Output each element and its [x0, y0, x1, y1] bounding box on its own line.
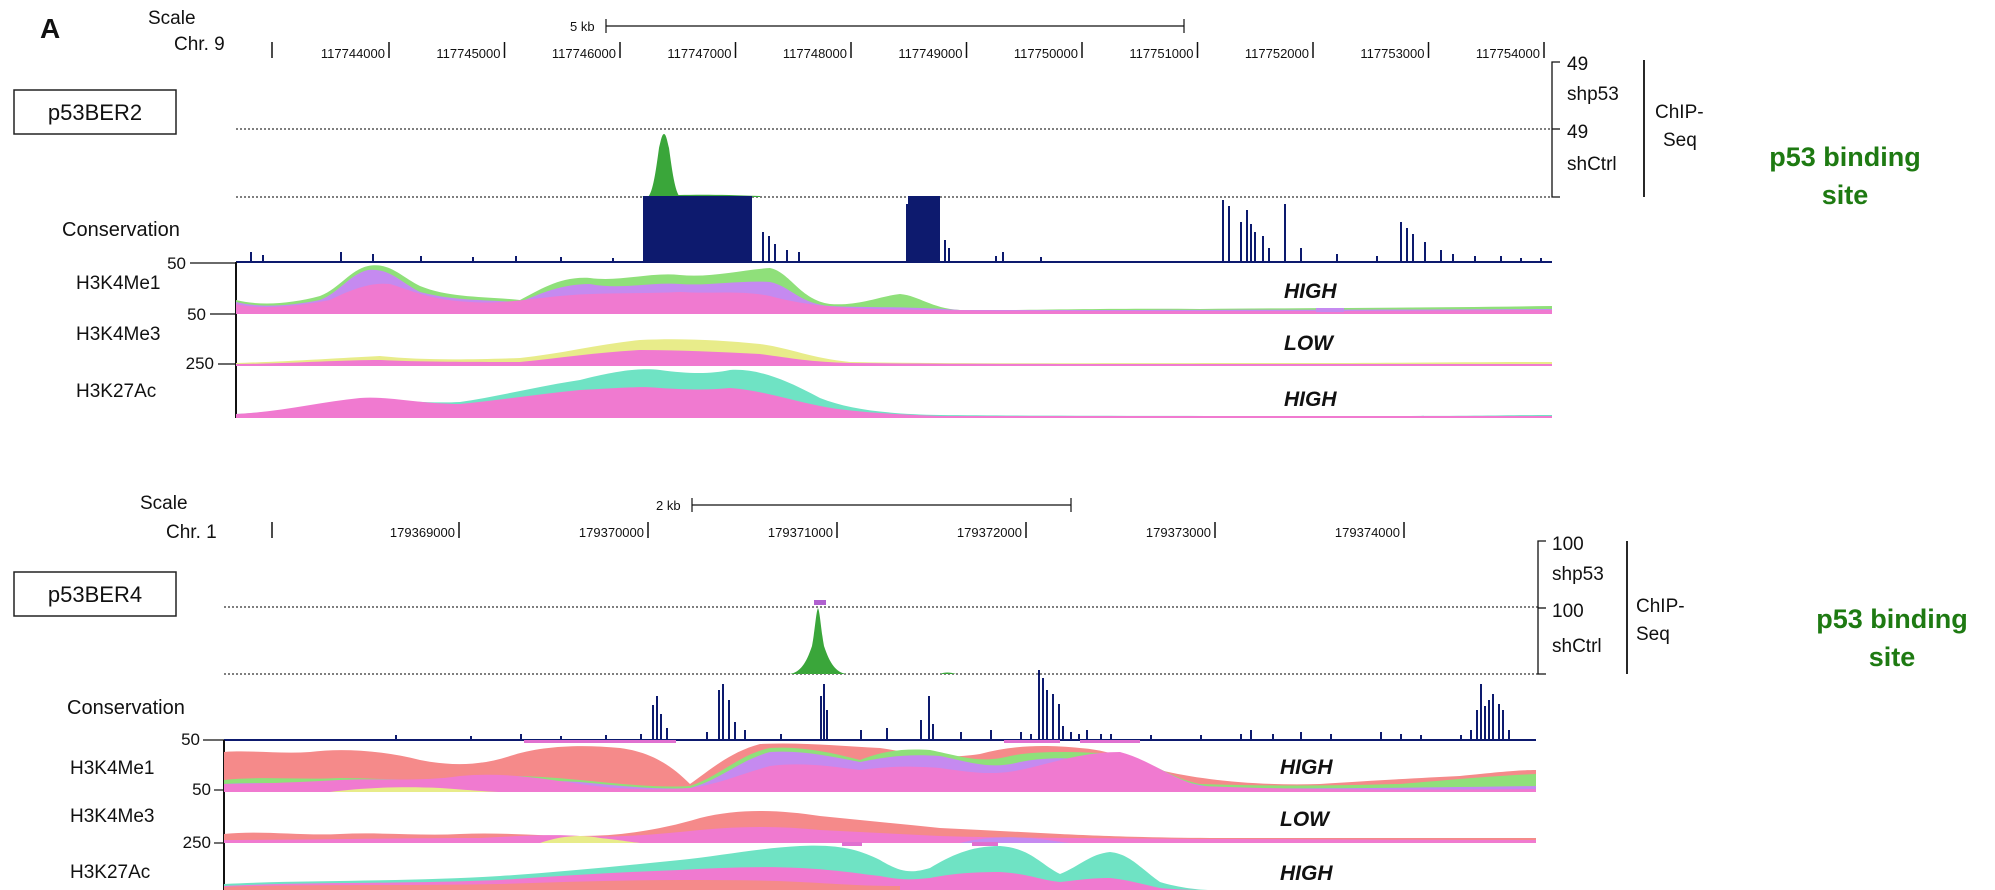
shp53-marker [814, 600, 826, 605]
h3k4me1-level: HIGH [1284, 280, 1337, 303]
binding-site-label-line2: site [1822, 180, 1869, 210]
h3k4me1-track [224, 740, 1536, 792]
chip-bracket [1537, 540, 1628, 675]
h3k4me1-track [236, 265, 1552, 314]
panel-name-box: p53BER2 [13, 89, 177, 135]
shp53-scale-max: 100 [1552, 534, 1584, 555]
shctrl-scale-max: 49 [1567, 122, 1588, 143]
position-label: 117754000 [1476, 46, 1540, 61]
chromosome-label: Chr. 1 [166, 522, 217, 543]
h3k4me3-label: H3K4Me3 [76, 324, 161, 345]
p53-chip-peak [648, 134, 680, 197]
conservation-track [250, 196, 1542, 262]
position-label: 117751000 [1129, 46, 1193, 61]
shctrl-label: shCtrl [1567, 154, 1617, 175]
h3k27ac-label: H3K27Ac [70, 862, 150, 883]
position-label: 117748000 [783, 46, 847, 61]
h3k27ac-scale: 250 [183, 833, 211, 852]
binding-site-label-line1: p53 binding [1816, 604, 1968, 634]
position-label: 179369000 [390, 525, 455, 540]
h3k27ac-track [236, 369, 1552, 418]
h3k4me3-level: LOW [1280, 808, 1331, 831]
chip-seq-label-line2: Seq [1636, 624, 1670, 645]
position-label: 117749000 [898, 46, 962, 61]
position-axis: 117744000 117745000 117746000 117747000 1177… [321, 42, 1545, 61]
chromosome-label: Chr. 9 [174, 34, 225, 55]
position-label: 117750000 [1014, 46, 1078, 61]
scale-label: Scale [148, 8, 196, 29]
scalebar [605, 19, 1185, 33]
position-label: 117752000 [1245, 46, 1309, 61]
chip-seq-label-line1: ChIP- [1655, 102, 1704, 123]
position-label: 179371000 [768, 525, 833, 540]
binding-site-label-line1: p53 binding [1769, 142, 1921, 172]
panel-letter: A [40, 13, 60, 44]
p53-chip-peak [790, 608, 846, 674]
position-label: 117744000 [321, 46, 385, 61]
position-label: 179372000 [957, 525, 1022, 540]
chip-seq-label-line2: Seq [1663, 130, 1697, 151]
panel-name: p53BER4 [48, 582, 142, 607]
conservation-label: Conservation [67, 697, 185, 719]
position-label: 117746000 [552, 46, 616, 61]
h3k4me3-track [236, 339, 1552, 366]
shctrl-label: shCtrl [1552, 636, 1602, 657]
shp53-scale-max: 49 [1567, 54, 1588, 75]
h3k27ac-scale: 250 [186, 354, 214, 373]
scalebar [691, 498, 1072, 512]
position-label: 179373000 [1146, 525, 1211, 540]
position-label: 117745000 [436, 46, 500, 61]
h3k4me1-scale: 50 [167, 254, 186, 273]
binding-site-label-line2: site [1869, 642, 1916, 672]
conservation-track [395, 670, 1510, 740]
panel-name: p53BER2 [48, 100, 142, 125]
scalebar-label: 2 kb [656, 498, 681, 513]
chip-background-signal [940, 672, 956, 674]
position-label: 179374000 [1335, 525, 1400, 540]
panel-p53ber4: Scale Chr. 1 2 kb 179369000 179370000 1793… [13, 493, 1968, 890]
h3k27ac-label: H3K27Ac [76, 381, 156, 402]
h3k4me1-scale: 50 [181, 730, 200, 749]
panel-p53ber2: Scale Chr. 9 5 kb 117744000 117745000 1177… [13, 8, 1921, 418]
h3k4me1-label: H3K4Me1 [70, 758, 155, 779]
shp53-label: shp53 [1552, 564, 1604, 585]
chip-seq-label-line1: ChIP- [1636, 596, 1685, 617]
position-label: 117753000 [1360, 46, 1424, 61]
h3k4me1-level: HIGH [1280, 756, 1333, 779]
panel-name-box: p53BER4 [13, 571, 177, 617]
h3k27ac-level: HIGH [1284, 388, 1337, 411]
scale-label: Scale [140, 493, 188, 514]
position-label: 117747000 [667, 46, 731, 61]
chip-bracket [1551, 60, 1645, 198]
h3k4me3-scale: 50 [192, 780, 211, 799]
h3k27ac-track [224, 842, 1210, 890]
h3k4me3-label: H3K4Me3 [70, 806, 155, 827]
h3k4me3-scale: 50 [187, 305, 206, 324]
shp53-label: shp53 [1567, 84, 1619, 105]
h3k4me3-track [224, 811, 1536, 843]
h3k4me1-label: H3K4Me1 [76, 273, 161, 294]
h3k27ac-level: HIGH [1280, 862, 1333, 885]
position-axis: 179369000 179370000 179371000 179372000 1793… [390, 522, 1405, 540]
shctrl-scale-max: 100 [1552, 601, 1584, 622]
h3k4me3-level: LOW [1284, 332, 1335, 355]
position-label: 179370000 [579, 525, 644, 540]
scalebar-label: 5 kb [570, 19, 595, 34]
conservation-label: Conservation [62, 219, 180, 241]
